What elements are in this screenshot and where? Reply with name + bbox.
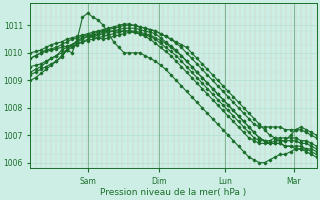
- X-axis label: Pression niveau de la mer( hPa ): Pression niveau de la mer( hPa ): [100, 188, 247, 197]
